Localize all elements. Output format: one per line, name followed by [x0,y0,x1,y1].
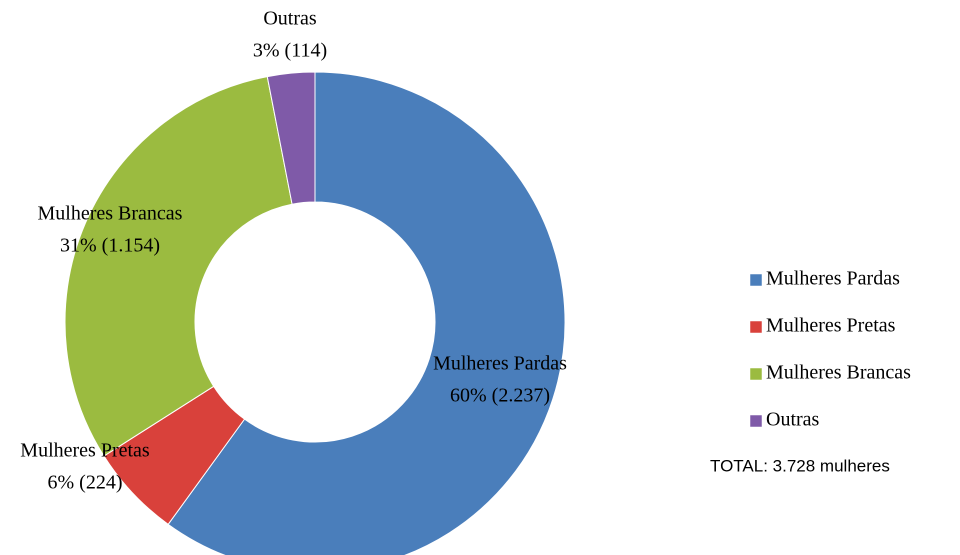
slice-label-name: Mulheres Pretas [20,440,150,462]
slice-label-value: 3% (114) [253,40,327,62]
slice-label-value: 31% (1.154) [60,235,160,257]
slice-label-name: Outras [263,8,317,30]
legend-label: Mulheres Pretas [766,315,896,337]
total-annotation: TOTAL: 3.728 mulheres [710,456,890,475]
donut-slice [167,71,566,555]
legend-swatch [749,273,763,287]
slice-label-name: Mulheres Brancas [38,203,183,225]
legend-swatch [749,414,763,428]
slice-label-name: Mulheres Pardas [433,353,567,375]
legend-swatch [749,320,763,334]
donut-slice [266,71,316,205]
slice-label-value: 6% (224) [48,472,123,494]
legend-label: Mulheres Brancas [766,362,911,384]
slice-label-value: 60% (2.237) [450,385,550,407]
legend-swatch [749,367,763,381]
legend-label: Outras [766,409,820,431]
legend-label: Mulheres Pardas [766,268,900,290]
donut-slice [64,76,293,457]
